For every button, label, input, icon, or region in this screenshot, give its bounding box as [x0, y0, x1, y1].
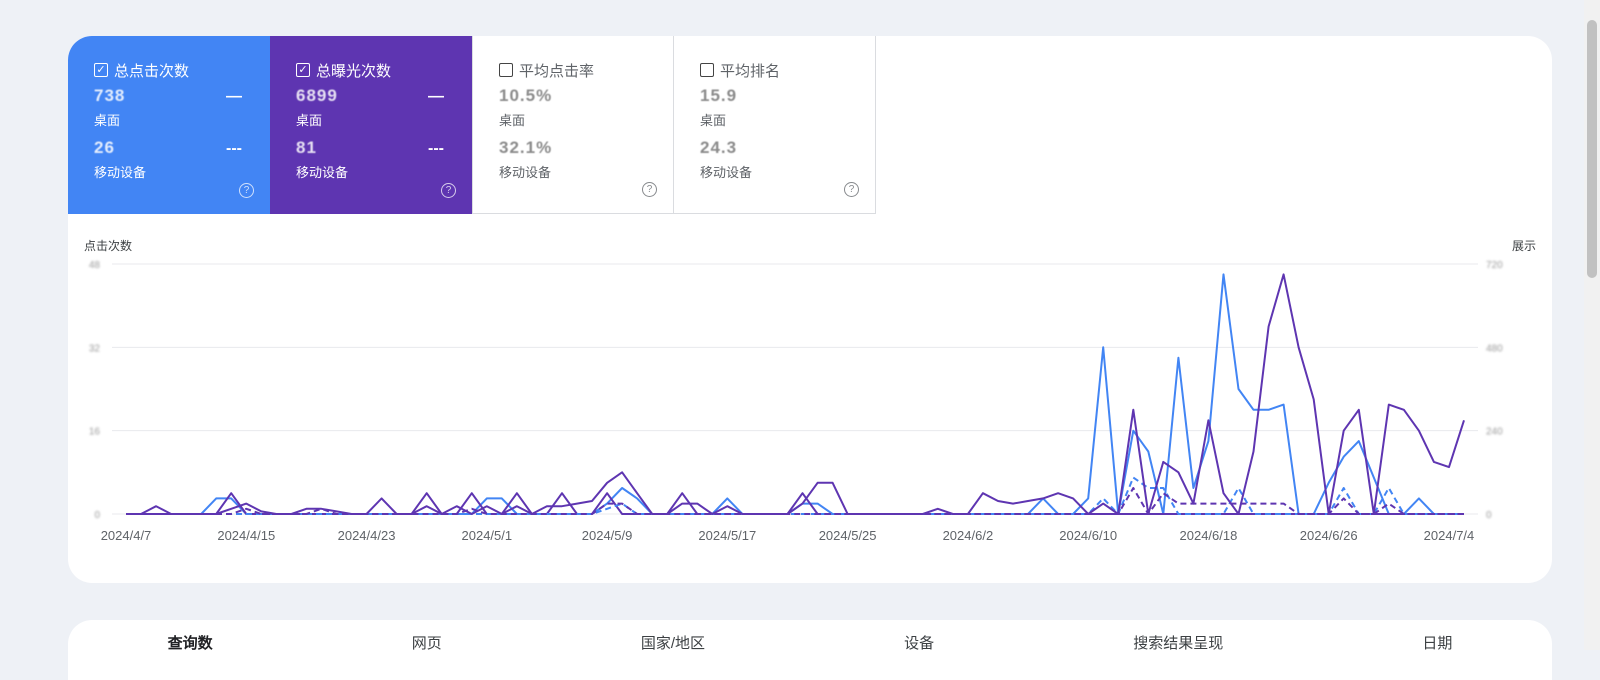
x-tick-label: 2024/5/17: [698, 528, 756, 543]
x-tick-label: 2024/7/4: [1424, 528, 1475, 543]
desktop-label: 桌面: [94, 113, 121, 128]
checkbox-icon[interactable]: ✓: [94, 63, 108, 77]
y-tick-left: 16: [89, 427, 101, 438]
desktop-value: 15.9: [700, 86, 738, 105]
metric-tiles: ✓ 总点击次数 738 桌面 — 26 移动设备 --- ? ✓ 总曝光次数 6…: [68, 36, 876, 214]
y-tick-right: 0: [1486, 510, 1492, 521]
help-circle-icon[interactable]: ?: [239, 183, 254, 198]
desktop-label: 桌面: [296, 113, 323, 128]
right-axis-title: 展示: [1511, 239, 1536, 253]
mobile-value: 81: [296, 138, 317, 157]
mobile-label: 移动设备: [499, 165, 552, 180]
desktop-value: 6899: [296, 86, 338, 105]
series-line-impressions-mobile: [126, 487, 1464, 515]
tile-title: 总曝光次数: [316, 62, 392, 80]
scrollbar-thumb[interactable]: [1587, 20, 1597, 278]
mobile-value: 26: [94, 138, 115, 157]
x-tick-label: 2024/6/10: [1059, 528, 1117, 543]
mobile-value: 32.1%: [499, 138, 553, 157]
x-tick-label: 2024/5/1: [462, 528, 513, 543]
x-tick-label: 2024/4/23: [338, 528, 396, 543]
y-tick-left: 32: [89, 343, 101, 354]
y-tick-right: 480: [1486, 343, 1503, 354]
tab-dates[interactable]: 日期: [1422, 635, 1453, 652]
x-tick-label: 2024/5/25: [819, 528, 877, 543]
desktop-label: 桌面: [499, 113, 526, 128]
x-tick-label: 2024/6/2: [943, 528, 994, 543]
tab-pages[interactable]: 网页: [411, 635, 442, 652]
left-axis-title: 点击次数: [84, 239, 133, 253]
help-circle-icon[interactable]: ?: [642, 182, 657, 197]
tile-title: 总点击次数: [114, 62, 190, 80]
x-tick-label: 2024/5/9: [582, 528, 633, 543]
mobile-label: 移动设备: [700, 165, 753, 180]
mobile-label: 移动设备: [94, 165, 147, 180]
breakdown-card: 查询数 网页 国家/地区 设备 搜索结果呈现 日期: [68, 620, 1552, 680]
tile-title: 平均排名: [720, 62, 781, 80]
mobile-value: 24.3: [700, 138, 738, 157]
x-tick-label: 2024/6/18: [1180, 528, 1238, 543]
checkbox-icon[interactable]: ✓: [296, 63, 310, 77]
x-tick-label: 2024/4/7: [101, 528, 152, 543]
breakdown-tabs: 查询数 网页 国家/地区 设备 搜索结果呈现 日期: [68, 620, 1552, 653]
desktop-legend-line: —: [226, 88, 242, 105]
total-impressions-tile[interactable]: ✓ 总曝光次数 6899 桌面 — 81 移动设备 --- ?: [270, 36, 472, 214]
mobile-legend-line: ---: [428, 140, 444, 157]
y-tick-right: 720: [1486, 260, 1503, 271]
series-line-impressions-desktop-main: [126, 273, 1465, 515]
x-tick-label: 2024/6/26: [1300, 528, 1358, 543]
performance-card: ✓ 总点击次数 738 桌面 — 26 移动设备 --- ? ✓ 总曝光次数 6…: [68, 36, 1552, 583]
desktop-value: 10.5%: [499, 86, 553, 105]
page-scrollbar[interactable]: [1584, 0, 1600, 650]
y-tick-left: 0: [94, 510, 100, 521]
series-line-clicks-desktop: [126, 273, 1464, 515]
total-clicks-tile[interactable]: ✓ 总点击次数 738 桌面 — 26 移动设备 --- ?: [68, 36, 270, 214]
checkbox-icon[interactable]: [700, 63, 714, 77]
checkbox-icon[interactable]: [499, 63, 513, 77]
tab-countries[interactable]: 国家/地区: [640, 635, 706, 652]
average-ctr-tile[interactable]: 平均点击率 10.5% 桌面 32.1% 移动设备 ?: [472, 36, 674, 214]
help-circle-icon[interactable]: ?: [844, 182, 859, 197]
x-tick-label: 2024/4/15: [217, 528, 275, 543]
desktop-label: 桌面: [700, 113, 727, 128]
average-position-tile[interactable]: 平均排名 15.9 桌面 24.3 移动设备 ?: [674, 36, 876, 214]
tab-devices[interactable]: 设备: [904, 635, 935, 652]
help-circle-icon[interactable]: ?: [441, 183, 456, 198]
mobile-label: 移动设备: [296, 165, 349, 180]
desktop-legend-line: —: [428, 88, 444, 105]
tab-queries[interactable]: 查询数: [167, 635, 213, 652]
tile-title: 平均点击率: [519, 62, 595, 80]
mobile-legend-line: ---: [226, 140, 242, 157]
y-tick-right: 240: [1486, 427, 1503, 438]
y-tick-left: 48: [89, 260, 101, 271]
tab-search-appearance[interactable]: 搜索结果呈现: [1133, 635, 1224, 652]
desktop-value: 738: [94, 86, 126, 105]
